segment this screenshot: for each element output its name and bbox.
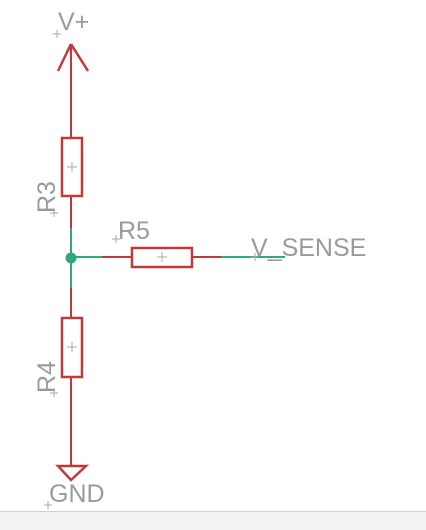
resistor-r5[interactable] [130,246,194,269]
origin-marker-gnd [44,501,52,509]
ground-label: GND [49,480,105,508]
supply-label: V+ [58,8,89,36]
supply-arrow-icon[interactable] [56,43,90,72]
origin-marker-vplus [53,30,61,38]
origin-marker-r5 [112,235,120,243]
origin-marker-r4 [50,389,58,397]
resistor-r5-label: R5 [118,217,150,245]
origin-marker-r3 [50,209,58,217]
horizontal-scrollbar[interactable] [0,511,426,530]
schematic-drawing: V+ R3 R5 V_SENSE R4 GND [33,8,366,509]
output-net-label: V_SENSE [251,234,366,262]
resistor-r4-label: R4 [33,361,61,393]
ground-icon[interactable] [55,464,90,482]
resistor-r3-label: R3 [33,181,61,213]
origin-marker-vsense [251,253,259,261]
resistor-r4[interactable] [60,316,84,379]
resistor-r3[interactable] [60,136,84,198]
junction-dot[interactable] [65,252,77,264]
